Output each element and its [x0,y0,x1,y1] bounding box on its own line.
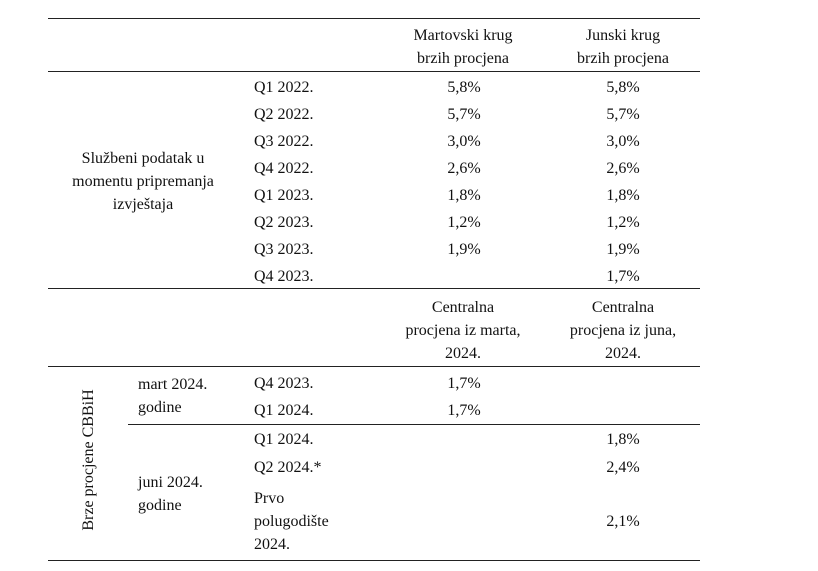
march-group-label: mart 2024. godine [138,376,208,416]
table-cell-june: 5,8% [606,79,640,96]
table-cell-june: 2,4% [606,459,640,476]
table-row-period: Q4 2022. [254,160,314,177]
table-row-period: Q3 2022. [254,133,314,150]
table-cell-june: 3,0% [606,133,640,150]
header2-col-march: Centralna procjena iz marta, 2024. [405,299,521,362]
table-cell-june: 5,7% [606,106,640,123]
table-row-period: Q1 2022. [254,79,314,96]
table-cell-june: 1,8% [606,187,640,204]
table-cell-march: 1,2% [447,214,481,231]
table-cell-june: 2,1% [606,513,640,530]
table-cell-june: 2,6% [606,160,640,177]
table-row-period: Q4 2023. [254,375,314,392]
table-row-period: Q3 2023. [254,241,314,258]
table-cell-june: 1,8% [606,431,640,448]
table-cell-march: 3,0% [447,133,481,150]
table-row-period: Q1 2024. [254,431,314,448]
table-row-period: Q1 2024. [254,402,314,419]
header-col-june: Junski krug brzih procjena [577,27,669,67]
table-row-period: Q2 2022. [254,106,314,123]
table-row-period: Q2 2023. [254,214,314,231]
table-cell-march: 1,7% [447,375,481,392]
table-cell-june: 1,2% [606,214,640,231]
header2-col-june: Centralna procjena iz juna, 2024. [569,299,677,362]
header2-bottom-rule [48,366,700,367]
table-cell-june: 1,7% [606,268,640,285]
table-cell-june: 1,9% [606,241,640,258]
table-row-period: Prvo polugodište 2024. [254,490,329,553]
table-cell-march: 5,7% [447,106,481,123]
header-bottom-rule [48,71,700,72]
table-cell-march: 2,6% [447,160,481,177]
flash-section-label-text: Brze procjene CBBiH [80,389,97,531]
table-cell-march: 5,8% [447,79,481,96]
official-bottom-rule [48,288,700,289]
table-cell-march: 1,8% [447,187,481,204]
table-cell-march: 1,9% [447,241,481,258]
header-col-march: Martovski krug brzih procjena [413,27,513,67]
table-bottom-rule [48,560,700,561]
table-row-period: Q4 2023. [254,268,314,285]
official-label: Službeni podatak u momentu pripremanja i… [72,150,214,213]
table-cell-march: 1,7% [447,402,481,419]
table-row-period: Q1 2023. [254,187,314,204]
table-top-rule [48,18,700,19]
june-group-label: juni 2024. godine [138,474,203,514]
table-row-period: Q2 2024.* [254,459,322,476]
group-divider-rule [128,424,700,425]
